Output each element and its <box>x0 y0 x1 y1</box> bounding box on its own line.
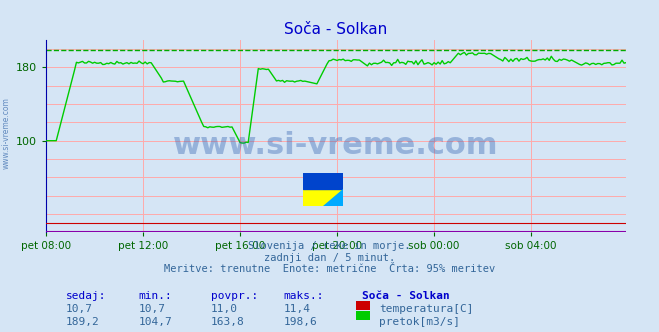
Text: 10,7: 10,7 <box>138 304 165 314</box>
Text: povpr.:: povpr.: <box>211 291 258 301</box>
Text: zadnji dan / 5 minut.: zadnji dan / 5 minut. <box>264 253 395 263</box>
Text: 104,7: 104,7 <box>138 317 172 327</box>
Text: 10,7: 10,7 <box>66 304 93 314</box>
Title: Soča - Solkan: Soča - Solkan <box>285 22 387 37</box>
Polygon shape <box>303 189 343 206</box>
Text: 189,2: 189,2 <box>66 317 100 327</box>
Text: Slovenija / reke in morje.: Slovenija / reke in morje. <box>248 241 411 251</box>
Text: 163,8: 163,8 <box>211 317 244 327</box>
Text: www.si-vreme.com: www.si-vreme.com <box>2 97 11 169</box>
Text: www.si-vreme.com: www.si-vreme.com <box>173 131 499 160</box>
Text: 11,0: 11,0 <box>211 304 238 314</box>
Text: 198,6: 198,6 <box>283 317 317 327</box>
Text: sedaj:: sedaj: <box>66 291 106 301</box>
Text: min.:: min.: <box>138 291 172 301</box>
Text: maks.:: maks.: <box>283 291 324 301</box>
Text: Meritve: trenutne  Enote: metrične  Črta: 95% meritev: Meritve: trenutne Enote: metrične Črta: … <box>164 264 495 274</box>
Text: pretok[m3/s]: pretok[m3/s] <box>379 317 460 327</box>
Text: 11,4: 11,4 <box>283 304 310 314</box>
Polygon shape <box>323 189 343 206</box>
Text: temperatura[C]: temperatura[C] <box>379 304 473 314</box>
Polygon shape <box>303 173 343 189</box>
Text: Soča - Solkan: Soča - Solkan <box>362 291 450 301</box>
